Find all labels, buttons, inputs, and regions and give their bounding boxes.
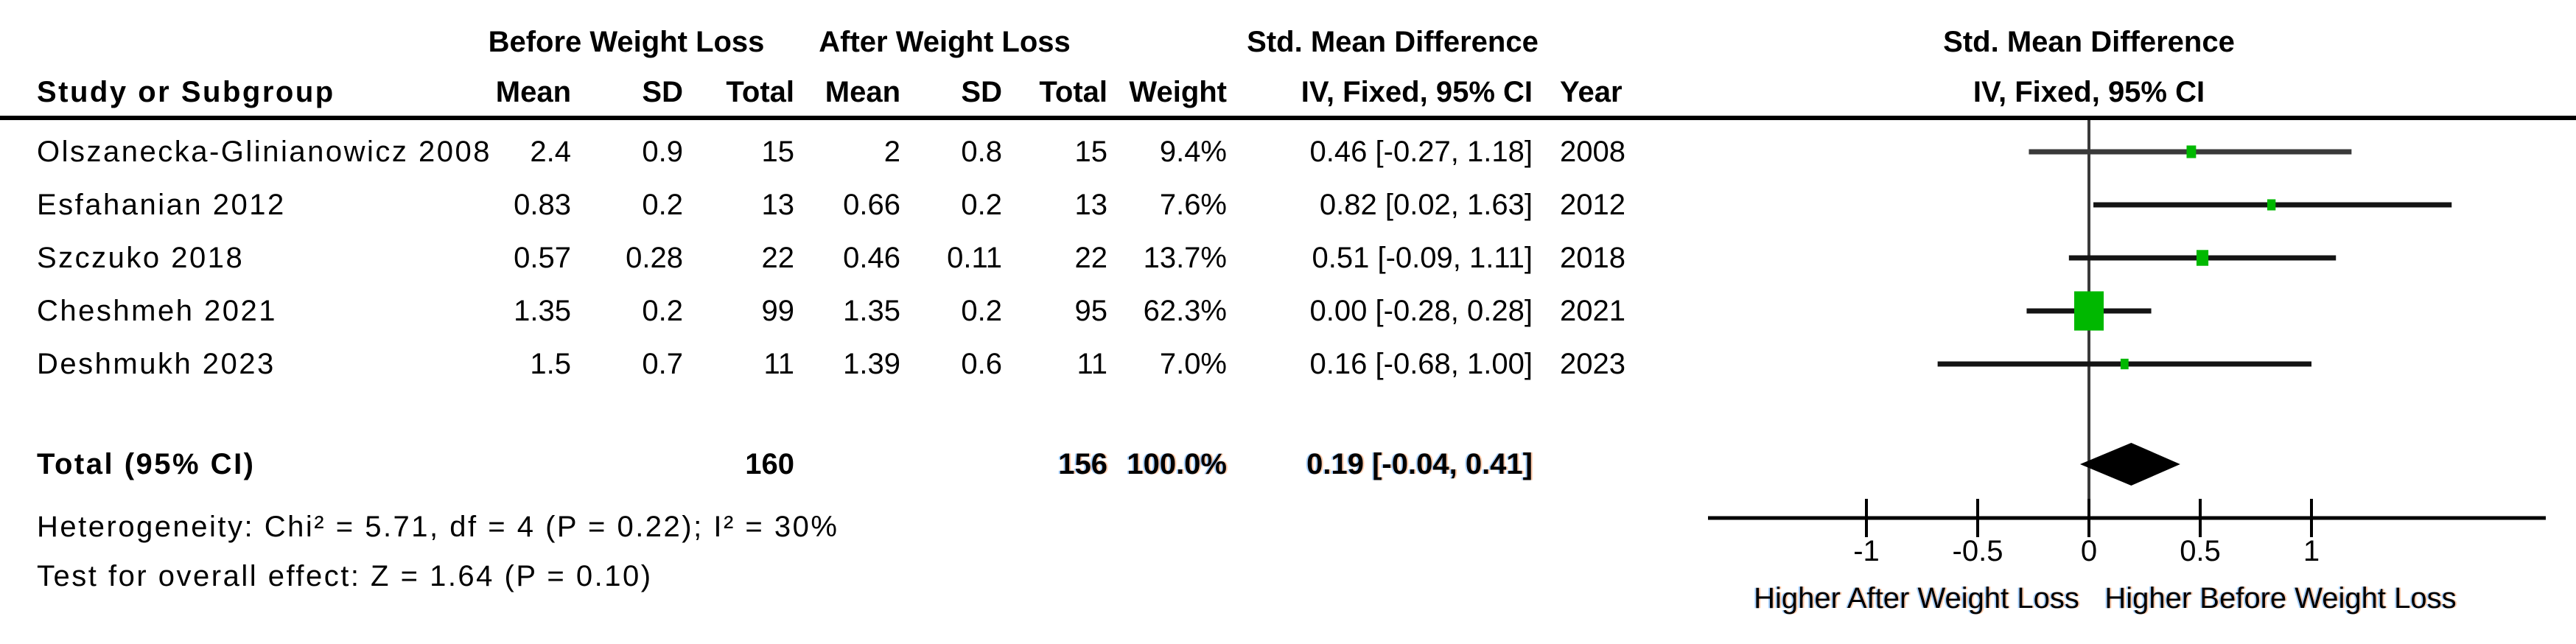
total-row-label: Total (95% CI)	[37, 448, 256, 480]
cell-ci-text: 0.16 [-0.68, 1.00]	[1309, 348, 1533, 380]
pooled-diamond	[2079, 443, 2180, 486]
cell-mean-after: 0.46	[843, 242, 900, 274]
cell-mean-after: 1.39	[843, 348, 900, 380]
cell-sd-before: 0.28	[626, 242, 683, 274]
cell-weight: 9.4%	[1159, 136, 1227, 168]
cell-total-after: 11	[1077, 348, 1107, 380]
cell-mean-before: 2.4	[530, 136, 571, 168]
cell-name: Szczuko 2018	[37, 242, 245, 274]
axis-tick-label: 0.5	[2180, 535, 2221, 567]
cell-mean-after: 2	[883, 136, 900, 168]
group-header-before-weight-loss: Before Weight Loss	[488, 26, 765, 58]
cell-name: Olszanecka-Glinianowicz 2008	[37, 136, 491, 168]
col-header-weight: Weight	[1129, 76, 1227, 108]
cell-sd-after: 0.6	[961, 348, 1002, 380]
cell-total-before: 22	[761, 242, 795, 274]
total-weight: 100.0%	[1127, 448, 1227, 480]
cell-ci-text: 0.00 [-0.28, 0.28]	[1309, 295, 1533, 327]
col-header-total-before: Total	[726, 76, 794, 108]
cell-name: Deshmukh 2023	[37, 348, 276, 380]
cell-weight: 7.0%	[1159, 348, 1227, 380]
cell-mean-before: 1.5	[530, 348, 571, 380]
cell-total-before: 11	[763, 348, 794, 380]
cell-sd-before: 0.7	[642, 348, 683, 380]
col-header-mean-after: Mean	[825, 76, 900, 108]
cell-name: Esfahanian 2012	[37, 189, 286, 221]
cell-year: 2008	[1560, 136, 1625, 168]
cell-total-after: 13	[1074, 189, 1108, 221]
cell-sd-before: 0.2	[642, 189, 683, 221]
cell-sd-after: 0.2	[961, 189, 1002, 221]
total-ci-estimate: 0.19 [-0.04, 0.41]	[1306, 448, 1533, 480]
cell-mean-after: 1.35	[843, 295, 900, 327]
total-events-after: 156	[1058, 448, 1107, 480]
cell-weight: 13.7%	[1143, 242, 1227, 274]
axis-tick-label: 1	[2303, 535, 2320, 567]
axis-tick-label: -1	[1853, 535, 1880, 567]
cell-ci-text: 0.46 [-0.27, 1.18]	[1309, 136, 1533, 168]
cell-ci-text: 0.51 [-0.09, 1.11]	[1312, 242, 1533, 274]
effect-marker	[2074, 291, 2104, 331]
cell-ci-text: 0.82 [0.02, 1.63]	[1319, 189, 1533, 221]
cell-sd-after: 0.8	[961, 136, 1002, 168]
cell-sd-before: 0.2	[642, 295, 683, 327]
cell-total-before: 13	[761, 189, 795, 221]
plot-header-std-mean-difference: Std. Mean Difference	[1943, 26, 2235, 58]
header-separator-line	[0, 116, 2576, 120]
axis-tick-label: -0.5	[1952, 535, 2003, 567]
effect-marker	[2120, 358, 2129, 370]
cell-sd-after: 0.2	[961, 295, 1002, 327]
overall-effect-test: Test for overall effect: Z = 1.64 (P = 0…	[37, 560, 653, 592]
plot-header-iv-fixed-ci: IV, Fixed, 95% CI	[1973, 76, 2205, 108]
effect-marker	[2196, 250, 2209, 266]
cell-year: 2018	[1560, 242, 1625, 274]
total-events-before: 160	[745, 448, 794, 480]
cell-mean-after: 0.66	[843, 189, 900, 221]
cell-year: 2023	[1560, 348, 1625, 380]
effect-marker	[2267, 199, 2276, 211]
axis-label-favours-left: Higher After Weight Loss	[1754, 582, 2079, 615]
cell-year: 2012	[1560, 189, 1625, 221]
col-header-sd-before: SD	[642, 76, 683, 108]
cell-mean-before: 1.35	[514, 295, 571, 327]
cell-mean-before: 0.83	[514, 189, 571, 221]
cell-total-before: 99	[761, 295, 795, 327]
cell-total-after: 22	[1074, 242, 1108, 274]
heterogeneity-statistics: Heterogeneity: Chi² = 5.71, df = 4 (P = …	[37, 511, 839, 543]
cell-mean-before: 0.57	[514, 242, 571, 274]
cell-total-after: 95	[1074, 295, 1108, 327]
col-header-iv-fixed-ci: IV, Fixed, 95% CI	[1301, 76, 1533, 108]
axis-label-favours-right: Higher Before Weight Loss	[2104, 582, 2457, 615]
table-header-std-mean-difference: Std. Mean Difference	[1247, 26, 1539, 58]
cell-weight: 7.6%	[1159, 189, 1227, 221]
effect-marker	[2186, 145, 2197, 158]
cell-total-after: 15	[1074, 136, 1108, 168]
col-header-year: Year	[1560, 76, 1623, 108]
cell-sd-after: 0.11	[947, 242, 1002, 274]
cell-weight: 62.3%	[1143, 295, 1227, 327]
group-header-after-weight-loss: After Weight Loss	[819, 26, 1071, 58]
cell-total-before: 15	[761, 136, 795, 168]
cell-name: Cheshmeh 2021	[37, 295, 278, 327]
col-header-sd-after: SD	[961, 76, 1002, 108]
axis-tick-label: 0	[2080, 535, 2098, 567]
cell-year: 2021	[1560, 295, 1625, 327]
col-header-mean-before: Mean	[495, 76, 571, 108]
col-header-total-after: Total	[1039, 76, 1107, 108]
cell-sd-before: 0.9	[642, 136, 683, 168]
col-header-study-or-subgroup: Study or Subgroup	[37, 76, 335, 108]
